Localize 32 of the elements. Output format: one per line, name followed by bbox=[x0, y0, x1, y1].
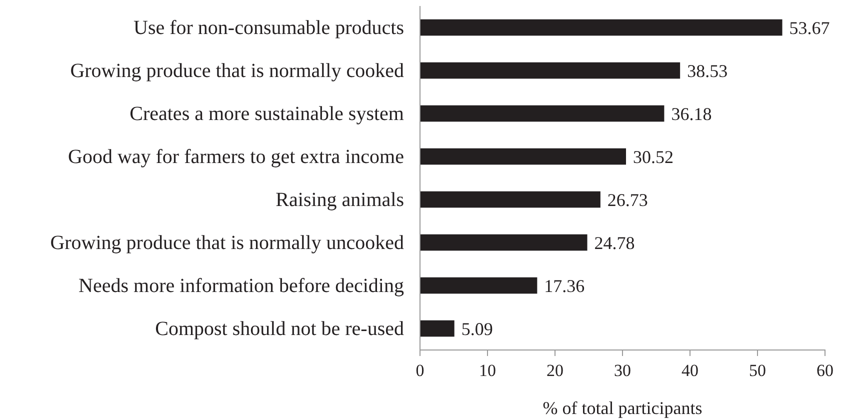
y-tick-label: Compost should not be re-used bbox=[155, 318, 404, 340]
y-tick-label: Use for non-consumable products bbox=[134, 16, 404, 39]
bar bbox=[420, 148, 626, 165]
y-tick-label: Needs more information before deciding bbox=[78, 274, 404, 297]
x-axis-title: % of total participants bbox=[542, 398, 702, 418]
y-tick-label: Growing produce that is normally cooked bbox=[70, 60, 404, 82]
bar bbox=[420, 19, 782, 36]
y-tick-label: Raising animals bbox=[276, 188, 404, 211]
data-label: 5.09 bbox=[461, 318, 493, 339]
bar bbox=[420, 277, 538, 294]
x-tick-label: 30 bbox=[614, 361, 631, 380]
y-tick-label: Creates a more sustainable system bbox=[130, 102, 404, 125]
x-tick-label: 40 bbox=[682, 361, 698, 380]
x-tick-label: 0 bbox=[416, 361, 424, 380]
data-label: 24.78 bbox=[594, 232, 635, 253]
data-label: 53.67 bbox=[789, 18, 830, 38]
data-label: 17.36 bbox=[544, 276, 585, 296]
bar bbox=[420, 234, 588, 251]
x-tick-label: 60 bbox=[816, 361, 834, 380]
bar bbox=[420, 320, 454, 337]
x-tick-label: 10 bbox=[479, 361, 496, 380]
x-tick-label: 50 bbox=[749, 361, 766, 380]
x-tick-label: 20 bbox=[546, 361, 564, 380]
bar bbox=[420, 105, 664, 122]
data-label: 36.18 bbox=[671, 104, 712, 124]
y-tick-label: Good way for farmers to get extra income bbox=[68, 146, 404, 168]
bar bbox=[420, 62, 680, 79]
data-label: 26.73 bbox=[607, 190, 648, 210]
data-label: 38.53 bbox=[687, 60, 728, 81]
data-label: 30.52 bbox=[633, 146, 674, 167]
bar bbox=[420, 191, 600, 208]
y-tick-label: Growing produce that is normally uncooked bbox=[50, 232, 404, 254]
